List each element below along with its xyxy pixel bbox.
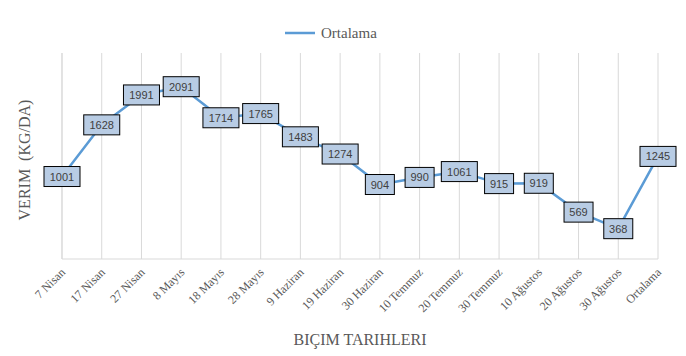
x-tick-label: Ortalama — [623, 265, 665, 307]
grid-line — [62, 53, 63, 259]
data-label: 1274 — [328, 148, 352, 160]
data-label: 1991 — [129, 89, 153, 101]
data-label: 990 — [410, 171, 428, 183]
data-label-box — [640, 146, 676, 166]
data-label: 919 — [530, 177, 548, 189]
data-label: 1628 — [89, 119, 113, 131]
data-label-box — [365, 175, 394, 195]
data-label: 368 — [609, 223, 627, 235]
data-label: 1061 — [447, 166, 471, 178]
x-tick-label: 27 Nisan — [107, 265, 147, 305]
x-axis-line — [62, 259, 658, 260]
data-label: 1245 — [646, 150, 670, 162]
legend-label: Ortalama — [321, 25, 377, 41]
x-tick-label: 17 Nisan — [68, 265, 108, 305]
x-tick-label: 28 Mayıs — [225, 265, 267, 307]
data-label-box — [524, 173, 553, 193]
y-axis-title: VERIM (KG/DA) — [16, 100, 34, 221]
grid-line — [379, 53, 380, 259]
x-tick-label: 20 Ağustos — [537, 265, 585, 313]
data-label-box — [441, 162, 477, 182]
grid-line — [578, 53, 579, 259]
chart: 7 Nisan17 Nisan27 Nisan8 Mayıs18 Mayıs28… — [0, 0, 686, 356]
data-label-box — [485, 174, 514, 194]
y-axis-line — [62, 53, 63, 259]
data-label: 1483 — [288, 131, 312, 143]
data-label-box — [564, 202, 593, 222]
data-label-box — [203, 108, 239, 128]
data-label: 1714 — [209, 112, 233, 124]
data-label-box — [163, 77, 199, 97]
data-label-box — [243, 104, 279, 124]
data-label-box — [604, 219, 633, 239]
data-label: 915 — [490, 178, 508, 190]
data-label-box — [282, 127, 318, 147]
grid-line — [260, 53, 261, 259]
grid-line — [300, 53, 301, 259]
grid-line — [141, 53, 142, 259]
data-label-box — [322, 144, 358, 164]
data-label-box — [44, 167, 80, 187]
grid-line — [459, 53, 460, 259]
data-label: 2091 — [169, 81, 193, 93]
x-tick-label: 7 Nisan — [32, 265, 68, 301]
x-tick-label: 19 Haziran — [299, 265, 346, 312]
data-label: 1001 — [50, 171, 74, 183]
grid-line — [419, 53, 420, 259]
data-label: 1765 — [248, 108, 272, 120]
x-tick-label: 30 Temmuz — [455, 265, 505, 315]
data-label-box — [84, 115, 120, 135]
x-axis-title: BIÇIM TARIHLERI — [293, 331, 426, 349]
series-line — [62, 87, 658, 229]
data-label: 569 — [569, 206, 587, 218]
x-tick-label: 30 Ağustos — [577, 265, 625, 313]
x-tick-label: 8 Mayıs — [150, 265, 188, 303]
grid-line — [220, 53, 221, 259]
data-label-box — [123, 85, 159, 105]
series-group — [62, 87, 658, 229]
data-label: 904 — [371, 179, 389, 191]
x-tick-label: 18 Mayıs — [185, 265, 227, 307]
data-label-box — [405, 167, 434, 187]
grid-line — [101, 53, 102, 259]
x-tick-label: 10 Ağustos — [497, 265, 545, 313]
grid-line — [499, 53, 500, 259]
grid-line — [538, 53, 539, 259]
legend-swatch — [285, 32, 315, 35]
